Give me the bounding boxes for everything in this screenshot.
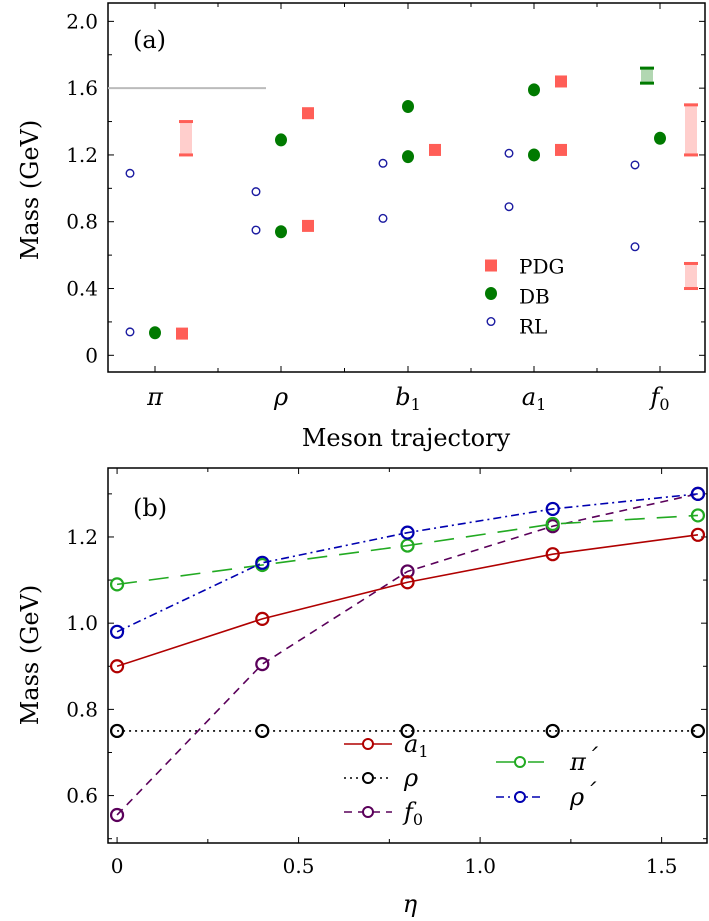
point-db: [402, 100, 414, 114]
data-point: [690, 723, 706, 739]
point-pdg: [555, 143, 567, 156]
data-point: [109, 807, 125, 823]
band: [685, 104, 697, 155]
point-rl: [504, 148, 514, 158]
legend-label-db: DB: [519, 285, 550, 309]
point-rl: [251, 187, 261, 197]
legend-label-rl: RL: [519, 315, 547, 339]
point-rl: [251, 225, 261, 235]
point-db: [528, 83, 540, 97]
point-db: [528, 148, 540, 162]
point-db: [402, 150, 414, 164]
x-tick-label: 0: [111, 854, 124, 878]
data-point: [109, 577, 125, 592]
point-pdg: [302, 107, 314, 120]
panel-b-ylabel: Mass (GeV): [16, 585, 44, 726]
panel-a: 0 0.4 0.8 1.2 1.6 2.0 π ρ b1 a1 f0 PDG DB RL: [66, 2, 706, 414]
y-tick-label: 0.6: [66, 784, 98, 808]
point-rl: [630, 160, 640, 170]
point-pdg: [302, 219, 314, 232]
data-point: [400, 723, 415, 739]
data-point: [545, 723, 560, 739]
x-tick-label: π: [146, 383, 164, 411]
data-point: [690, 527, 706, 542]
point-rl: [504, 202, 514, 212]
point-rl: [125, 327, 135, 337]
x-tick-label: 0.5: [283, 854, 315, 878]
point-db: [149, 326, 161, 340]
x-tick-label: 1.0: [464, 854, 496, 878]
legend-label-2: f0: [402, 798, 423, 829]
x-tick-label: ρ: [273, 383, 288, 411]
data-point: [690, 508, 706, 523]
legend-marker-pdg: [485, 259, 497, 272]
legend-label-3: π´: [569, 744, 599, 776]
point-db: [654, 131, 666, 145]
data-point: [109, 624, 125, 639]
y-tick-label: 1.6: [66, 76, 98, 100]
panel-b-xlabel: η: [403, 890, 418, 918]
data-point: [400, 575, 415, 590]
data-point: [255, 555, 270, 570]
y-tick-label: 0.4: [66, 277, 98, 301]
data-point: [400, 564, 415, 579]
data-point: [545, 547, 560, 562]
legend-marker-4: [514, 791, 526, 803]
legend-label-pdg: PDG: [519, 255, 564, 279]
data-point: [255, 723, 270, 739]
point-pdg: [176, 327, 188, 340]
series-line-3: [116, 514, 698, 586]
point-db: [275, 133, 287, 147]
series-line-0: [116, 534, 699, 668]
point-rl: [630, 242, 640, 252]
y-tick-label: 0.8: [66, 210, 98, 234]
legend-marker-3: [514, 756, 526, 768]
legend-marker-0: [362, 738, 374, 750]
band: [180, 121, 192, 155]
data-point: [690, 486, 706, 501]
y-tick-label: 1.0: [66, 611, 98, 635]
legend-label-4: ρ´: [569, 779, 597, 811]
legend-marker-2: [362, 806, 374, 818]
legend-marker-rl: [486, 317, 496, 327]
data-point: [255, 657, 270, 672]
legend-marker-1: [362, 772, 374, 784]
point-pdg: [429, 143, 441, 156]
plot-frame: [107, 2, 706, 373]
data-point: [109, 659, 125, 674]
point-rl: [378, 158, 388, 168]
legend-label-1: ρ: [403, 764, 418, 792]
data-point: [400, 525, 415, 540]
band: [641, 68, 653, 84]
legend-label-0: a1: [404, 730, 429, 761]
x-tick-label: a1: [522, 383, 547, 414]
y-tick-label: 1.2: [66, 143, 98, 167]
data-point: [255, 611, 270, 626]
y-tick-label: 0: [85, 343, 98, 367]
point-db: [275, 225, 287, 239]
plot-frame: [107, 467, 708, 844]
legend-marker-db: [485, 287, 497, 301]
panel-b: 0.6 0.8 1.0 1.2 0 0.5 1.0 1.5 a1 ρ f0 π´ρ´: [66, 467, 708, 878]
series-line-2: [116, 493, 699, 816]
panel-a-ylabel: Mass (GeV): [16, 120, 44, 261]
data-point: [545, 516, 560, 532]
series-line-4: [116, 493, 699, 633]
panel-a-label: (a): [133, 26, 166, 54]
band: [685, 263, 697, 289]
point-rl: [125, 168, 135, 178]
x-tick-label: f0: [648, 383, 669, 414]
data-point: [109, 723, 125, 739]
data-point: [545, 501, 560, 517]
x-tick-label: 1.5: [646, 854, 678, 878]
y-tick-label: 0.8: [66, 697, 98, 721]
y-tick-label: 1.2: [66, 525, 98, 549]
panel-b-label: (b): [133, 494, 167, 522]
point-pdg: [555, 75, 567, 88]
panel-a-xlabel: Meson trajectory: [302, 424, 511, 452]
point-rl: [378, 213, 388, 223]
x-tick-label: b1: [395, 383, 421, 414]
y-tick-label: 2.0: [66, 9, 98, 33]
